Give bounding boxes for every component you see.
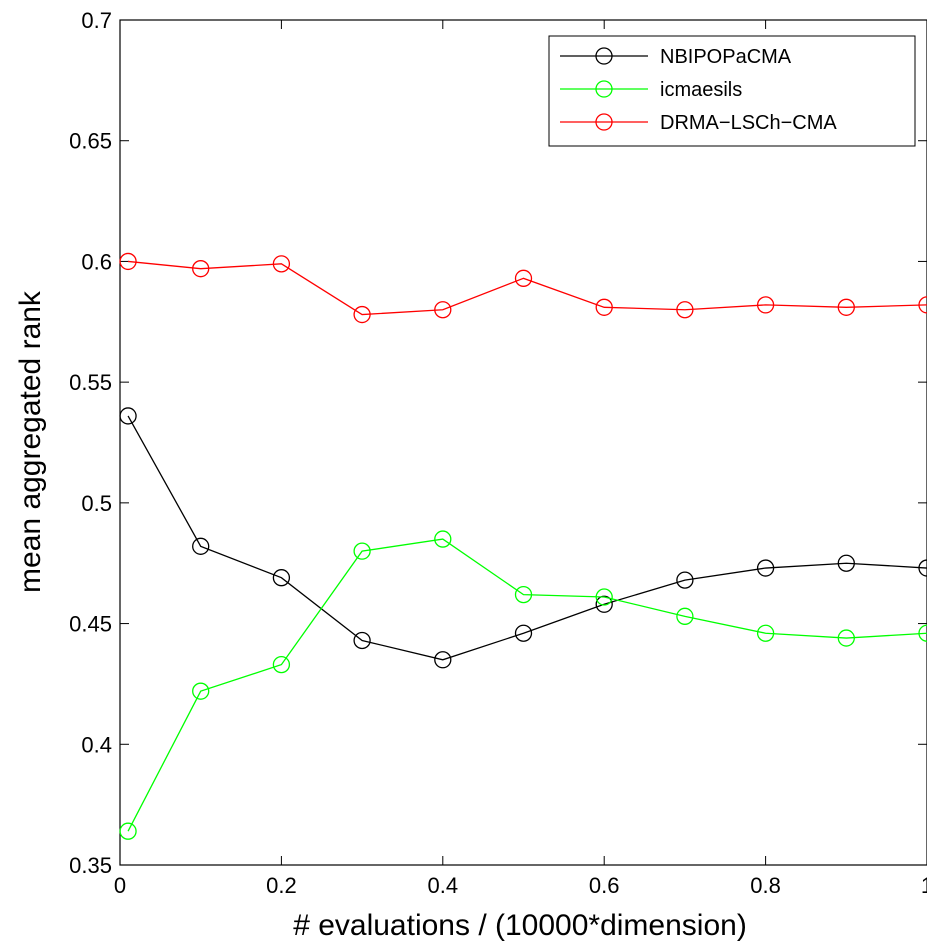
y-tick-label: 0.6 [81,249,112,274]
data-point [272,255,291,273]
data-point [918,559,927,577]
x-tick-label: 0 [114,873,126,898]
data-point [434,651,452,669]
series-drma-lsch-cma [119,252,927,324]
data-point [676,301,694,319]
data-point [119,252,137,271]
y-axis-label: mean aggregated rank [14,290,47,593]
y-tick-label: 0.55 [69,370,112,395]
data-point [353,631,371,650]
legend-label: NBIPOPaCMA [660,46,792,68]
data-point [434,530,452,548]
data-point [119,407,137,425]
y-tick-label: 0.35 [69,853,112,878]
legend-entry: icmaesils [560,79,742,101]
data-point [353,305,371,324]
legend-entry: NBIPOPaCMA [560,46,792,68]
x-tick-label: 0.4 [428,873,459,898]
series-line [127,538,927,832]
legend-entry: DRMA−LSCh−CMA [560,112,837,134]
data-point [837,298,855,316]
y-tick-label: 0.45 [69,612,112,637]
data-point [756,296,775,314]
y-tick-label: 0.4 [81,732,112,757]
data-point [514,624,533,642]
data-point [192,537,210,555]
x-tick-label: 1 [921,873,927,898]
data-point [676,571,694,589]
series-icmaesils [119,530,927,840]
legend: NBIPOPaCMA icmaesils DRMA−LSCh−CMA [548,35,916,147]
legend-marker [595,113,613,131]
y-tick-label: 0.7 [81,8,112,33]
x-axis-label: # evaluations / (10000*dimension) [293,909,747,942]
x-tick-label: 0.6 [589,873,620,898]
data-point [192,682,210,700]
data-point [918,624,927,642]
data-point [837,629,855,647]
y-tick-label: 0.5 [81,491,112,516]
data-point [756,559,775,577]
data-point [272,569,291,587]
legend-marker [595,80,613,98]
data-point [192,260,210,278]
data-point [119,822,137,840]
data-point [353,542,371,560]
series-nbipopacma [119,407,927,669]
data-point [272,655,291,674]
data-point [756,624,775,642]
y-tick-label: 0.65 [69,129,112,154]
legend-label: icmaesils [660,79,742,101]
x-tick-label: 0.2 [266,873,297,898]
data-point [595,595,613,613]
data-point [837,554,855,572]
data-point [434,301,452,319]
legend-marker [595,47,613,65]
x-tick-label: 0.8 [750,873,781,898]
data-point [514,585,533,604]
data-point [595,298,613,316]
series-line [128,260,927,316]
data-point [514,269,533,287]
legend-label: DRMA−LSCh−CMA [660,112,837,134]
data-point [918,296,927,314]
series-line [127,415,927,661]
data-point [595,588,613,606]
plot-area [119,19,927,866]
data-point [676,607,694,625]
